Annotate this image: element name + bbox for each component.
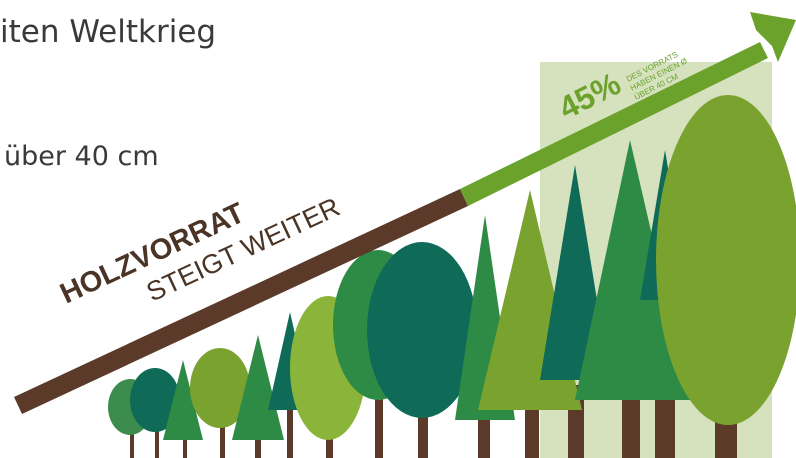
subtext: über 40 cm [4, 141, 159, 172]
page: {"heading": "iten Weltkrieg", "subtext":… [0, 0, 796, 458]
infographic: iten Weltkrieg über 40 cm [0, 0, 796, 458]
heading: iten Weltkrieg [0, 14, 216, 50]
